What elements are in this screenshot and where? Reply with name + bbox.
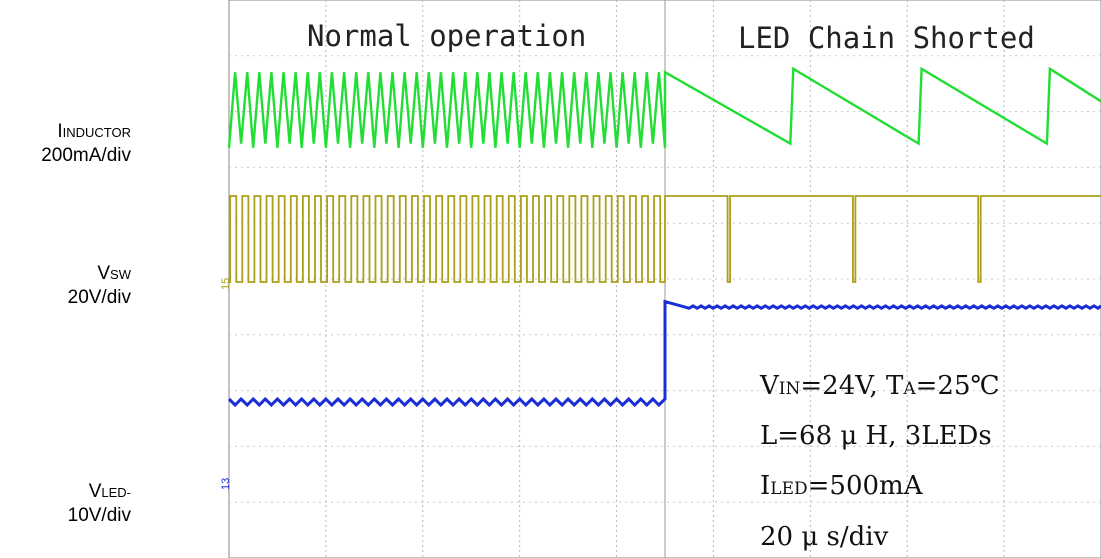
channel-label-inductor: IINDUCTOR 200mA/div — [41, 120, 131, 167]
vled-symbol: V — [88, 481, 102, 502]
vled-ground-marker: 13 — [220, 478, 232, 490]
channel-label-vled: VLED- 10V/div — [68, 480, 131, 527]
vsw-symbol: V — [97, 263, 111, 284]
right-title: LED Chain Shorted — [738, 21, 1035, 55]
inductor-scale: 200mA/div — [41, 145, 131, 166]
trace-led-voltage — [227, 299, 1101, 408]
channel-label-vsw: VSW 20V/div — [68, 262, 131, 309]
inductor-symbol: I — [57, 121, 63, 142]
condition-inductance: L=68 μ H, 3LEDs — [760, 421, 992, 451]
trace-inductor-current — [227, 66, 1101, 148]
condition-timebase: 20 μ s/div — [760, 522, 889, 552]
scope-traces — [227, 66, 1101, 408]
left-title: Normal operation — [307, 19, 586, 53]
inductor-subscript: INDUCTOR — [62, 125, 131, 140]
vsw-scale: 20V/div — [67, 287, 131, 308]
vled-subscript: LED- — [101, 485, 131, 500]
vsw-ground-marker: 15 — [220, 278, 232, 290]
trace-switch-voltage — [229, 195, 1101, 283]
condition-vin-ta: VIN=24V, TA=25℃ — [759, 371, 1000, 401]
vsw-subscript: SW — [110, 267, 131, 282]
condition-iled: ILED=500mA — [760, 471, 924, 501]
vled-scale: 10V/div — [67, 505, 131, 526]
